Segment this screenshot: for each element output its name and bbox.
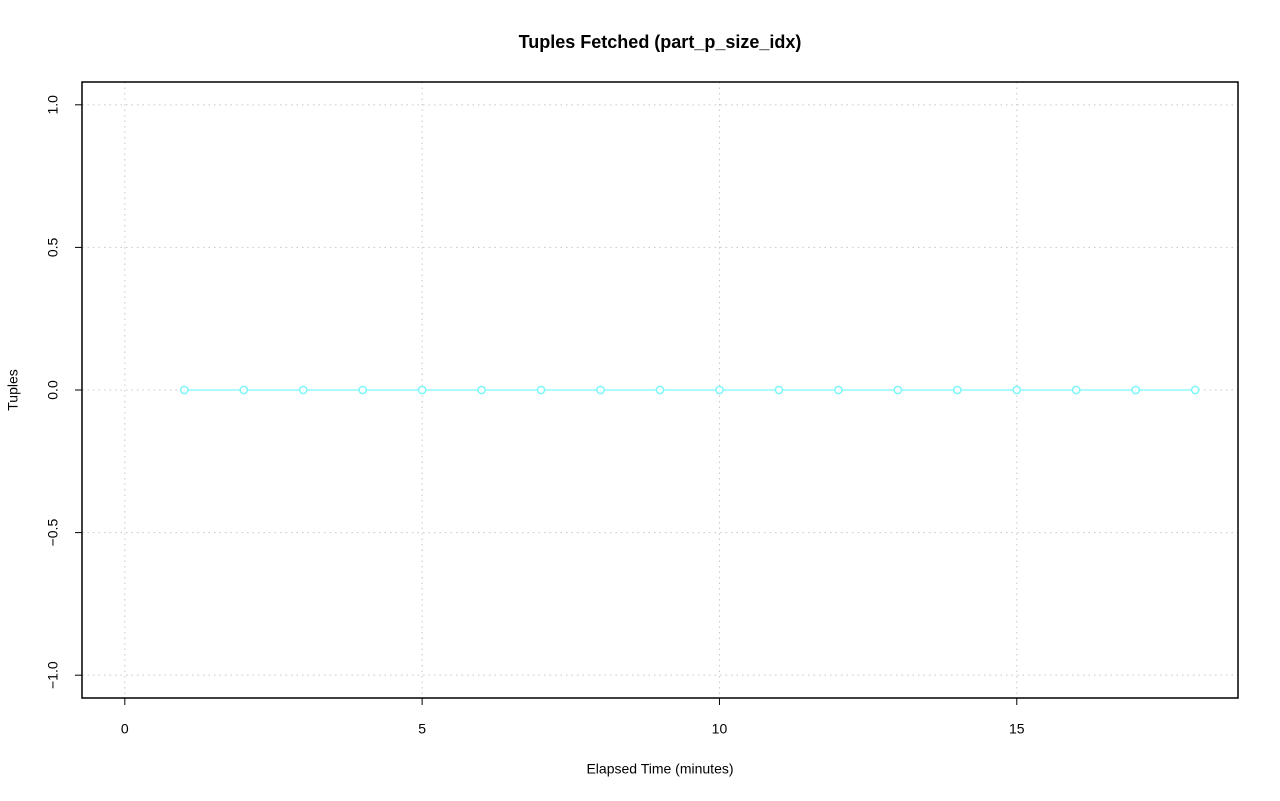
data-point xyxy=(596,385,605,395)
plot-frame xyxy=(81,81,1239,699)
data-point xyxy=(417,385,427,395)
data-point xyxy=(774,385,784,395)
y-tick-label: −1.0 xyxy=(45,661,61,689)
x-tick-label: 15 xyxy=(1009,721,1025,737)
y-axis-label: Tuples xyxy=(5,369,21,411)
data-point xyxy=(239,385,249,395)
data-point xyxy=(1012,385,1022,395)
data-point xyxy=(358,385,368,395)
data-point xyxy=(298,385,308,395)
x-tick-label: 0 xyxy=(121,721,129,737)
data-point xyxy=(1190,385,1200,395)
x-axis-label: Elapsed Time (minutes) xyxy=(586,761,733,777)
data-point xyxy=(179,385,189,395)
y-tick-label: −0.5 xyxy=(45,519,61,547)
data-point xyxy=(536,385,546,395)
data-point xyxy=(655,385,665,395)
y-tick-label: 0.5 xyxy=(45,237,61,257)
y-tick-label: 0.0 xyxy=(45,380,61,400)
data-point xyxy=(715,385,724,395)
data-point xyxy=(834,385,843,395)
data-point xyxy=(1131,385,1141,395)
data-point xyxy=(477,385,486,395)
chart-title: Tuples Fetched (part_p_size_idx) xyxy=(519,32,802,52)
data-point xyxy=(952,385,962,395)
data-point xyxy=(1071,385,1081,395)
x-tick-label: 10 xyxy=(712,721,728,737)
data-point xyxy=(893,385,903,395)
y-tick-label: 1.0 xyxy=(45,95,61,115)
x-tick-label: 5 xyxy=(418,721,426,737)
